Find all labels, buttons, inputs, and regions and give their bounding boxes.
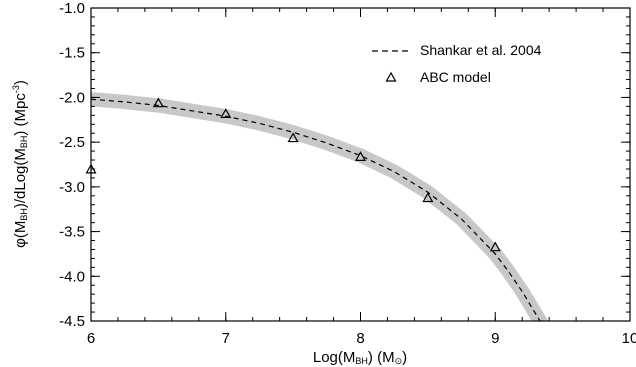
legend-marker-abc [385,71,397,82]
marker-layer [85,97,501,252]
abc-marker [489,241,501,252]
tick-layer: 6 7 8 9 10 -1.0 -1.5 -2.0 -2.5 -3.0 -3.5 -4.0 -4.5 [59,0,636,347]
abc-marker [287,132,299,143]
model-line-layer [91,98,541,321]
plot-frame [90,7,631,322]
abc-marker [220,108,232,119]
y-axis-title: φ(MBH)/dLog(MBH) (Mpc-3) [11,80,29,248]
abc-marker [354,151,367,161]
legend-label-abc: ABC model [420,69,491,85]
x-tick-label: 7 [222,330,230,347]
uncertainty-band [91,92,549,321]
x-axis-title: Log(MBH) (M⊙) [313,349,407,366]
abc-marker [422,192,434,203]
y-tick-label: -1.0 [59,0,85,17]
uncertainty-band-layer [91,92,549,321]
y-tick-label: -4.5 [59,313,85,330]
y-tick-label: -2.0 [59,89,85,106]
y-tick-label: -1.5 [59,45,85,62]
abc-marker [152,97,164,108]
y-tick-label: -3.5 [59,224,85,241]
y-tick-label: -4.0 [59,268,85,285]
legend-label-shankar: Shankar et al. 2004 [420,42,542,58]
x-tick-label: 8 [356,330,364,347]
x-tick-label: 9 [491,330,499,347]
legend: Shankar et al. 2004 ABC model [372,42,542,85]
series-line-shankar [91,98,541,321]
x-tick-label: 6 [87,330,95,347]
y-tick-label: -3.0 [59,179,85,196]
y-tick-label: -2.5 [59,134,85,151]
x-tick-label: 10 [622,330,636,347]
